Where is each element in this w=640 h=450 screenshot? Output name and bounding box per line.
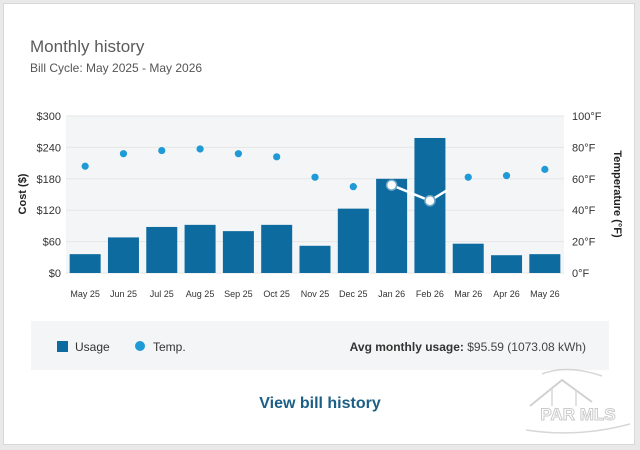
x-tick-label: Dec 25 [339,289,368,299]
monthly-history-card: Monthly history Bill Cycle: May 2025 - M… [3,3,635,445]
y2-axis-ticks: 0°F 20°F 40°F 60°F 80°F 100°F [572,111,602,280]
y2-tick-label: 20°F [572,237,596,249]
y2-tick-label: 0°F [572,268,590,280]
avg-monthly-usage: Avg monthly usage: $95.59 (1073.08 kWh) [350,340,586,354]
usage-bar[interactable] [376,178,408,273]
x-tick-label: Feb 26 [416,289,444,299]
x-tick-label: Apr 26 [493,289,520,299]
x-tick-label: May 25 [70,289,100,299]
usage-bar[interactable] [452,243,484,273]
avg-value: $95.59 (1073.08 kWh) [467,340,586,354]
y2-tick-label: 100°F [572,111,602,123]
y-axis-label: Cost ($) [17,173,29,214]
x-tick-label: Aug 25 [186,289,215,299]
x-tick-label: Jun 25 [110,289,137,299]
temp-point[interactable] [349,183,357,191]
x-tick-label: Oct 25 [263,289,290,299]
y-tick-label: $0 [49,268,61,280]
y-axis-ticks: $0 $60 $120 $180 $240 $300 [37,111,61,280]
temp-point[interactable] [81,162,89,170]
x-tick-label: May 26 [530,289,560,299]
temp-point[interactable] [464,173,472,181]
legend-temp-label: Temp. [153,340,186,354]
usage-swatch-icon [57,341,68,352]
y-tick-label: $300 [37,111,61,123]
page-title: Monthly history [30,37,145,56]
chart-legend: Usage Temp. Avg monthly usage: $95.59 (1… [31,321,609,370]
x-tick-label: Jul 25 [150,289,174,299]
temp-point[interactable] [234,150,242,158]
y-tick-label: $240 [37,142,61,154]
temp-point[interactable] [119,150,128,158]
usage-bars [69,137,561,273]
x-tick-label: Mar 26 [454,289,482,299]
usage-bar[interactable] [69,254,101,273]
avg-label: Avg monthly usage: [349,340,464,354]
temp-point[interactable] [311,173,319,181]
legend-usage-label: Usage [75,340,110,354]
monthly-history-chart: $0 $60 $120 $180 $240 $300 0°F 20°F 40°F 60°F 80°… [17,111,623,299]
watermark-text: PAR MLS [540,405,615,424]
x-tick-label: Sep 25 [224,289,253,299]
usage-bar[interactable] [184,224,216,273]
y-tick-label: $120 [37,205,61,217]
bill-cycle-subtitle: Bill Cycle: May 2025 - May 2026 [30,61,203,75]
temperature-dots [81,145,549,207]
house-logo-icon: PAR MLS [525,368,631,434]
temp-point[interactable] [273,153,281,161]
temp-point[interactable] [424,195,436,207]
x-tick-label: Nov 25 [301,289,330,299]
usage-bar[interactable] [146,226,178,273]
temp-dot-icon [135,341,145,351]
usage-bar[interactable] [529,254,561,273]
usage-bar[interactable] [107,237,139,273]
y2-axis-label: Temperature (°F) [611,150,623,238]
temp-point[interactable] [385,179,398,191]
usage-bar[interactable] [299,245,331,273]
temp-point[interactable] [196,145,204,153]
usage-bar[interactable] [261,224,293,273]
usage-bar[interactable] [491,255,523,273]
y2-tick-label: 80°F [572,142,596,154]
temp-point[interactable] [502,172,511,180]
y-tick-label: $60 [43,237,61,249]
usage-bar[interactable] [222,231,254,273]
y2-tick-label: 60°F [572,174,596,186]
temp-point[interactable] [541,165,549,173]
x-axis-ticks: May 25 Jun 25 Jul 25 Aug 25 Sep 25 Oct 25 Nov … [70,289,559,299]
y2-tick-label: 40°F [572,205,596,217]
temp-point[interactable] [158,146,166,155]
x-tick-label: Jan 26 [378,289,405,299]
y-tick-label: $180 [37,174,61,186]
usage-bar[interactable] [337,208,369,273]
view-bill-history-link[interactable]: View bill history [259,395,381,412]
